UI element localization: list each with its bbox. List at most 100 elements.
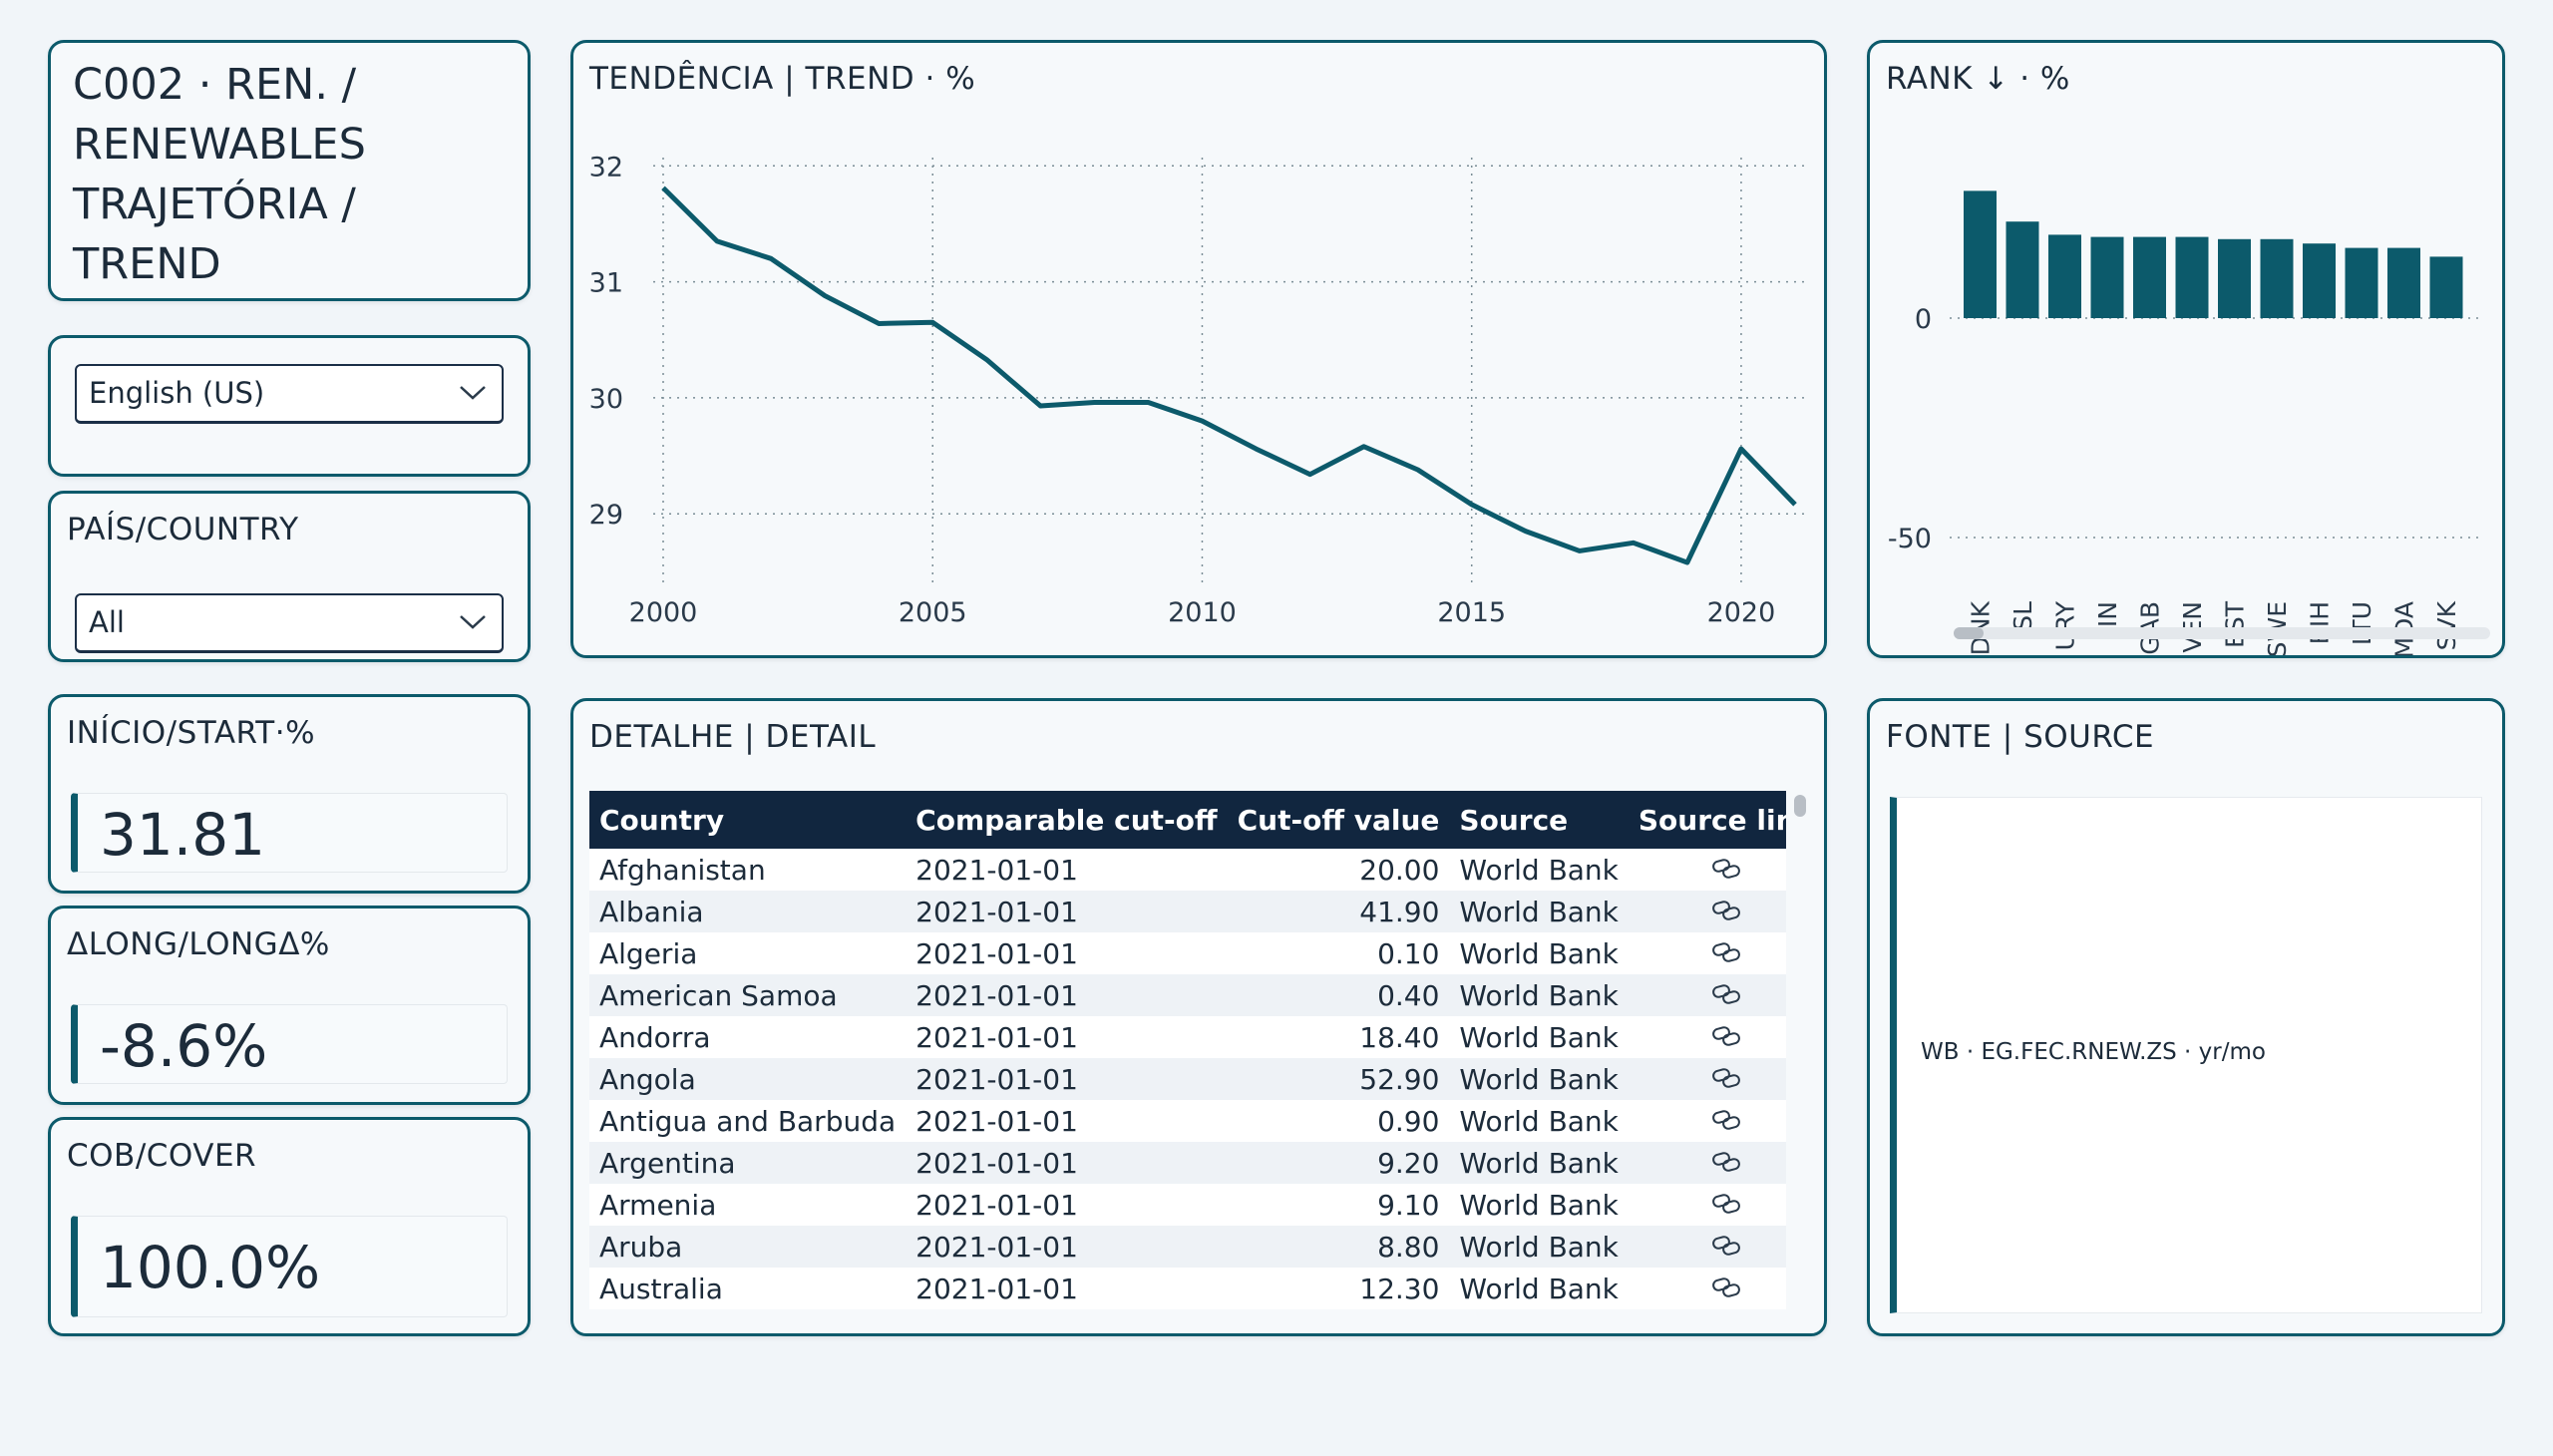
rank-bar[interactable] [2090, 236, 2124, 318]
x-tick-label: SVK [2432, 600, 2461, 650]
kpi-delta-label: ΔLONG/LONGΔ% [67, 926, 330, 962]
cell-cutoff-value: 41.90 [1227, 891, 1450, 932]
kpi-cover-label: COB/COVER [67, 1138, 257, 1174]
rank-title: RANK ↓ · % [1886, 61, 2070, 97]
x-tick-label: URY [2051, 600, 2080, 650]
col-cutoff-value[interactable]: Cut-off value [1227, 791, 1450, 849]
rank-bar[interactable] [2133, 236, 2166, 318]
table-row[interactable]: Argentina 2021-01-01 9.20 World Bank [589, 1142, 1786, 1184]
cell-country: Argentina [589, 1142, 907, 1184]
rank-bar[interactable] [2048, 234, 2081, 318]
cell-source-link [1628, 932, 1786, 974]
trend-title: TENDÊNCIA | TREND · % [589, 61, 976, 97]
source-box: WB · EG.FEC.RNEW.ZS · yr/mo [1890, 797, 2482, 1313]
table-row[interactable]: Antigua and Barbuda 2021-01-01 0.90 World B… [589, 1100, 1786, 1142]
detail-table: Country Comparable cut-off Cut-off value… [589, 791, 1786, 1309]
cell-country: American Samoa [589, 974, 907, 1016]
cell-source-link [1628, 1100, 1786, 1142]
language-selected: English (US) [89, 376, 265, 410]
table-row[interactable]: American Samoa 2021-01-01 0.40 World Bank [589, 974, 1786, 1016]
link-icon[interactable] [1711, 900, 1741, 921]
y-tick-label: 0 [1915, 304, 1932, 335]
table-row[interactable]: Armenia 2021-01-01 9.10 World Bank [589, 1184, 1786, 1226]
link-icon[interactable] [1711, 858, 1741, 880]
x-tick-label: 2005 [899, 597, 967, 628]
cell-source: World Bank [1449, 1184, 1629, 1226]
rank-bar[interactable] [1964, 190, 1997, 318]
cell-source-link [1628, 1016, 1786, 1058]
rank-bar[interactable] [2387, 247, 2420, 318]
table-row[interactable]: Afghanistan 2021-01-01 20.00 World Bank [589, 849, 1786, 891]
language-card: English (US) [48, 335, 531, 477]
rank-bar[interactable] [2345, 247, 2378, 318]
detail-card: DETALHE | DETAIL Country Comparable cut-… [570, 698, 1827, 1336]
cell-source-link [1628, 1184, 1786, 1226]
y-tick-label: 32 [589, 152, 623, 182]
kpi-cover-card: COB/COVER 100.0% [48, 1117, 531, 1336]
table-scrollbar[interactable] [1794, 795, 1806, 817]
kpi-start-value: 31.81 [100, 801, 266, 869]
cell-country: Algeria [589, 932, 907, 974]
kpi-cover-value: 100.0% [100, 1234, 321, 1301]
cell-source-link [1628, 974, 1786, 1016]
kpi-start-card: INÍCIO/START·% 31.81 [48, 694, 531, 894]
table-row[interactable]: Algeria 2021-01-01 0.10 World Bank [589, 932, 1786, 974]
cell-country: Armenia [589, 1184, 907, 1226]
cell-cutoff-value: 0.40 [1227, 974, 1450, 1016]
link-icon[interactable] [1711, 941, 1741, 963]
table-row[interactable]: Australia 2021-01-01 12.30 World Bank [589, 1268, 1786, 1309]
rank-bar[interactable] [2429, 256, 2463, 318]
kpi-delta-value: -8.6% [100, 1012, 268, 1080]
x-tick-label: VEN [2178, 601, 2207, 653]
col-country[interactable]: Country [589, 791, 907, 849]
source-card: FONTE | SOURCE WB · EG.FEC.RNEW.ZS · yr/… [1867, 698, 2505, 1336]
rank-scrollbar-thumb[interactable] [1954, 627, 1984, 639]
language-dropdown[interactable]: English (US) [75, 364, 504, 424]
link-icon[interactable] [1711, 983, 1741, 1005]
cell-source: World Bank [1449, 849, 1629, 891]
link-icon[interactable] [1711, 1109, 1741, 1131]
cell-source-link [1628, 1142, 1786, 1184]
title-line-1: C002 · REN. / [73, 60, 357, 110]
table-row[interactable]: Angola 2021-01-01 52.90 World Bank [589, 1058, 1786, 1100]
cell-cutoff: 2021-01-01 [906, 1016, 1228, 1058]
table-row[interactable]: Aruba 2021-01-01 8.80 World Bank [589, 1226, 1786, 1268]
x-tick-label: 2020 [1707, 597, 1776, 628]
rank-bar[interactable] [2218, 238, 2251, 318]
rank-bar[interactable] [2303, 243, 2336, 318]
trend-series-line[interactable] [661, 185, 1797, 565]
cell-cutoff-value: 0.90 [1227, 1100, 1450, 1142]
link-icon[interactable] [1711, 1276, 1741, 1298]
x-tick-label: 2000 [629, 597, 698, 628]
x-tick-label: EST [2221, 600, 2250, 648]
link-icon[interactable] [1711, 1235, 1741, 1257]
col-source[interactable]: Source [1449, 791, 1629, 849]
source-title: FONTE | SOURCE [1886, 719, 2155, 755]
rank-card: RANK ↓ · % 0-50DNKISLURYFINGABVENESTSWEB… [1867, 40, 2505, 658]
link-icon[interactable] [1711, 1151, 1741, 1173]
cell-cutoff-value: 8.80 [1227, 1226, 1450, 1268]
chevron-down-icon [460, 615, 486, 629]
country-dropdown[interactable]: All [75, 593, 504, 653]
table-row[interactable]: Andorra 2021-01-01 18.40 World Bank [589, 1016, 1786, 1058]
kpi-delta-card: ΔLONG/LONGΔ% -8.6% [48, 906, 531, 1105]
cell-cutoff: 2021-01-01 [906, 1184, 1228, 1226]
cell-country: Aruba [589, 1226, 907, 1268]
rank-bar[interactable] [2175, 236, 2209, 318]
cell-country: Antigua and Barbuda [589, 1100, 907, 1142]
link-icon[interactable] [1711, 1025, 1741, 1047]
rank-chart: 0-50DNKISLURYFINGABVENESTSWEBIHLTUMDASVK [1888, 190, 2490, 655]
table-header-row: Country Comparable cut-off Cut-off value… [589, 791, 1786, 849]
col-source-link[interactable]: Source link [1628, 791, 1786, 849]
rank-scrollbar-track[interactable] [1954, 627, 2490, 639]
title-line-3: TRAJETÓRIA / TREND [73, 180, 356, 289]
rank-bar[interactable] [2260, 238, 2294, 318]
table-row[interactable]: Albania 2021-01-01 41.90 World Bank [589, 891, 1786, 932]
col-cutoff[interactable]: Comparable cut-off [906, 791, 1228, 849]
link-icon[interactable] [1711, 1193, 1741, 1215]
link-icon[interactable] [1711, 1067, 1741, 1089]
cell-source: World Bank [1449, 1058, 1629, 1100]
cell-cutoff-value: 12.30 [1227, 1268, 1450, 1309]
rank-bar[interactable] [2006, 221, 2039, 318]
cell-cutoff-value: 0.10 [1227, 932, 1450, 974]
